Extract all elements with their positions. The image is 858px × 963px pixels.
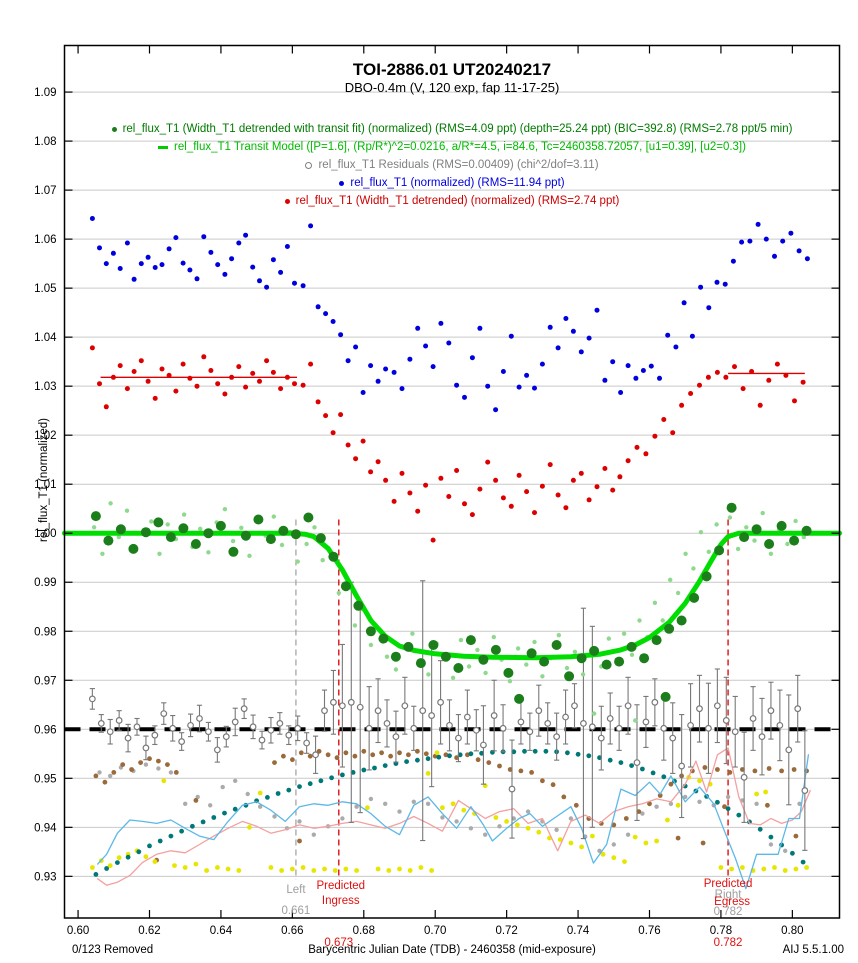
app-version: AIJ 5.5.1.00: [782, 944, 844, 956]
y-tick-label: 0.93: [34, 871, 56, 883]
open-circle-icon: [305, 161, 313, 169]
page-title: TOI-2886.01 UT20240217: [352, 60, 552, 79]
y-tick-label: 1.08: [34, 136, 56, 148]
y-tick-label: 1.02: [34, 430, 56, 442]
gridlines: [64, 91, 840, 877]
legend-item-residuals: rel_flux_T1 Residuals (RMS=0.00409) (chi…: [64, 156, 840, 174]
series-gray-aux-dots: [97, 762, 802, 853]
svg-text:Left: Left: [286, 884, 306, 896]
x-axis-label: Barycentric Julian Date (TDB) - 2460358 …: [308, 944, 596, 956]
green-dash-icon: [158, 145, 169, 149]
x-tick-labels: 0.60 0.62 0.64 0.66 0.68 0.70 0.72 0.74 0.76 0.78…: [67, 925, 804, 937]
axis-ticks: [64, 45, 840, 918]
x-tick-label: 0.70: [424, 925, 446, 937]
legend-label: rel_flux_T1 (Width_T1 detrended with tra…: [122, 123, 793, 135]
plot-border: [63, 44, 841, 919]
legend-label: rel_flux_T1 Residuals (RMS=0.00409) (chi…: [318, 159, 599, 171]
y-tick-label: 1.03: [34, 381, 56, 393]
y-tick-label: 1.05: [34, 283, 56, 295]
series-lightblue-aux-line: [97, 754, 810, 890]
series-teal-aux-dots: [93, 748, 806, 877]
x-tick-label: 0.64: [210, 925, 233, 937]
x-tick-label: 0.66: [281, 925, 303, 937]
svg-text:Ingress: Ingress: [322, 895, 360, 907]
x-tick-label: 0.78: [710, 925, 732, 937]
red-dot-icon: [284, 198, 290, 204]
x-tick-label: 0.68: [353, 925, 375, 937]
svg-text:0.782: 0.782: [714, 906, 743, 918]
event-marker-lines: [295, 519, 729, 880]
svg-text:0.661: 0.661: [282, 905, 311, 917]
svg-text:0.782: 0.782: [714, 937, 743, 949]
event-marker-labels: Left0.661PredictedIngress0.673PredictedR…: [282, 878, 753, 949]
plot-subtitle: DBO-0.4m (V, 120 exp, fap 11-17-25): [344, 80, 560, 95]
x-tick-label: 0.76: [638, 925, 660, 937]
green-dot-icon: [111, 126, 117, 132]
series-flux-width-detrended: [89, 345, 806, 543]
blue-dot-icon: [339, 180, 345, 186]
y-tick-label: 1.01: [34, 479, 56, 491]
svg-text:Egress: Egress: [714, 896, 750, 908]
y-tick-label: 1.09: [34, 87, 56, 99]
y-tick-label: 1.00: [34, 528, 56, 540]
svg-text:0.673: 0.673: [324, 937, 353, 949]
legend-item-transit-model: rel_flux_T1 Transit Model ([P=1.6], (Rp/…: [64, 138, 840, 156]
x-tick-label: 0.60: [67, 925, 89, 937]
legend-item-detrended-fit: rel_flux_T1 (Width_T1 detrended with tra…: [64, 120, 840, 138]
y-tick-label: 0.99: [34, 577, 56, 589]
removed-count: 0/123 Removed: [72, 944, 154, 956]
y-tick-label: 0.95: [34, 773, 56, 785]
series-flux-raw: [89, 216, 810, 413]
legend-label: rel_flux_T1 (Width_T1 detrended) (normal…: [295, 195, 620, 207]
series-yellow-aux-dots: [90, 750, 809, 873]
svg-text:Right: Right: [715, 889, 743, 901]
y-axis-label: rel_flux_T1 (normalized): [38, 418, 50, 542]
y-tick-label: 1.07: [34, 185, 56, 197]
legend-label: rel_flux_T1 (normalized) (RMS=11.94 ppt): [350, 177, 565, 189]
x-tick-label: 0.72: [495, 925, 517, 937]
svg-text:Predicted: Predicted: [316, 880, 365, 892]
series-pink-aux-line: [97, 747, 811, 886]
y-tick-label: 1.04: [34, 332, 57, 344]
legend-label: rel_flux_T1 Transit Model ([P=1.6], (Rp/…: [174, 141, 746, 153]
x-tick-label: 0.62: [138, 925, 160, 937]
red-baseline-segments: [100, 372, 805, 379]
svg-text:Predicted: Predicted: [704, 878, 753, 890]
legend-item-width-detrended: rel_flux_T1 (Width_T1 detrended) (normal…: [64, 192, 840, 210]
series-residuals: [88, 580, 809, 851]
y-tick-label: 0.94: [34, 822, 57, 834]
y-tick-label: 0.98: [34, 626, 56, 638]
series-brown-aux-dots: [93, 748, 809, 863]
x-tick-label: 0.74: [567, 925, 590, 937]
legend: rel_flux_T1 (Width_T1 detrended with tra…: [64, 120, 840, 210]
y-tick-labels: 0.93 0.94 0.95 0.96 0.97 0.98 0.99 1.00 1.01 1.02…: [34, 87, 57, 883]
y-tick-label: 0.96: [34, 724, 56, 736]
y-tick-label: 0.97: [34, 675, 56, 687]
x-tick-label: 0.80: [781, 925, 803, 937]
legend-item-raw-flux: rel_flux_T1 (normalized) (RMS=11.94 ppt): [64, 174, 840, 192]
y-tick-label: 1.06: [34, 234, 56, 246]
series-flux-detrended-binned: [90, 502, 812, 704]
